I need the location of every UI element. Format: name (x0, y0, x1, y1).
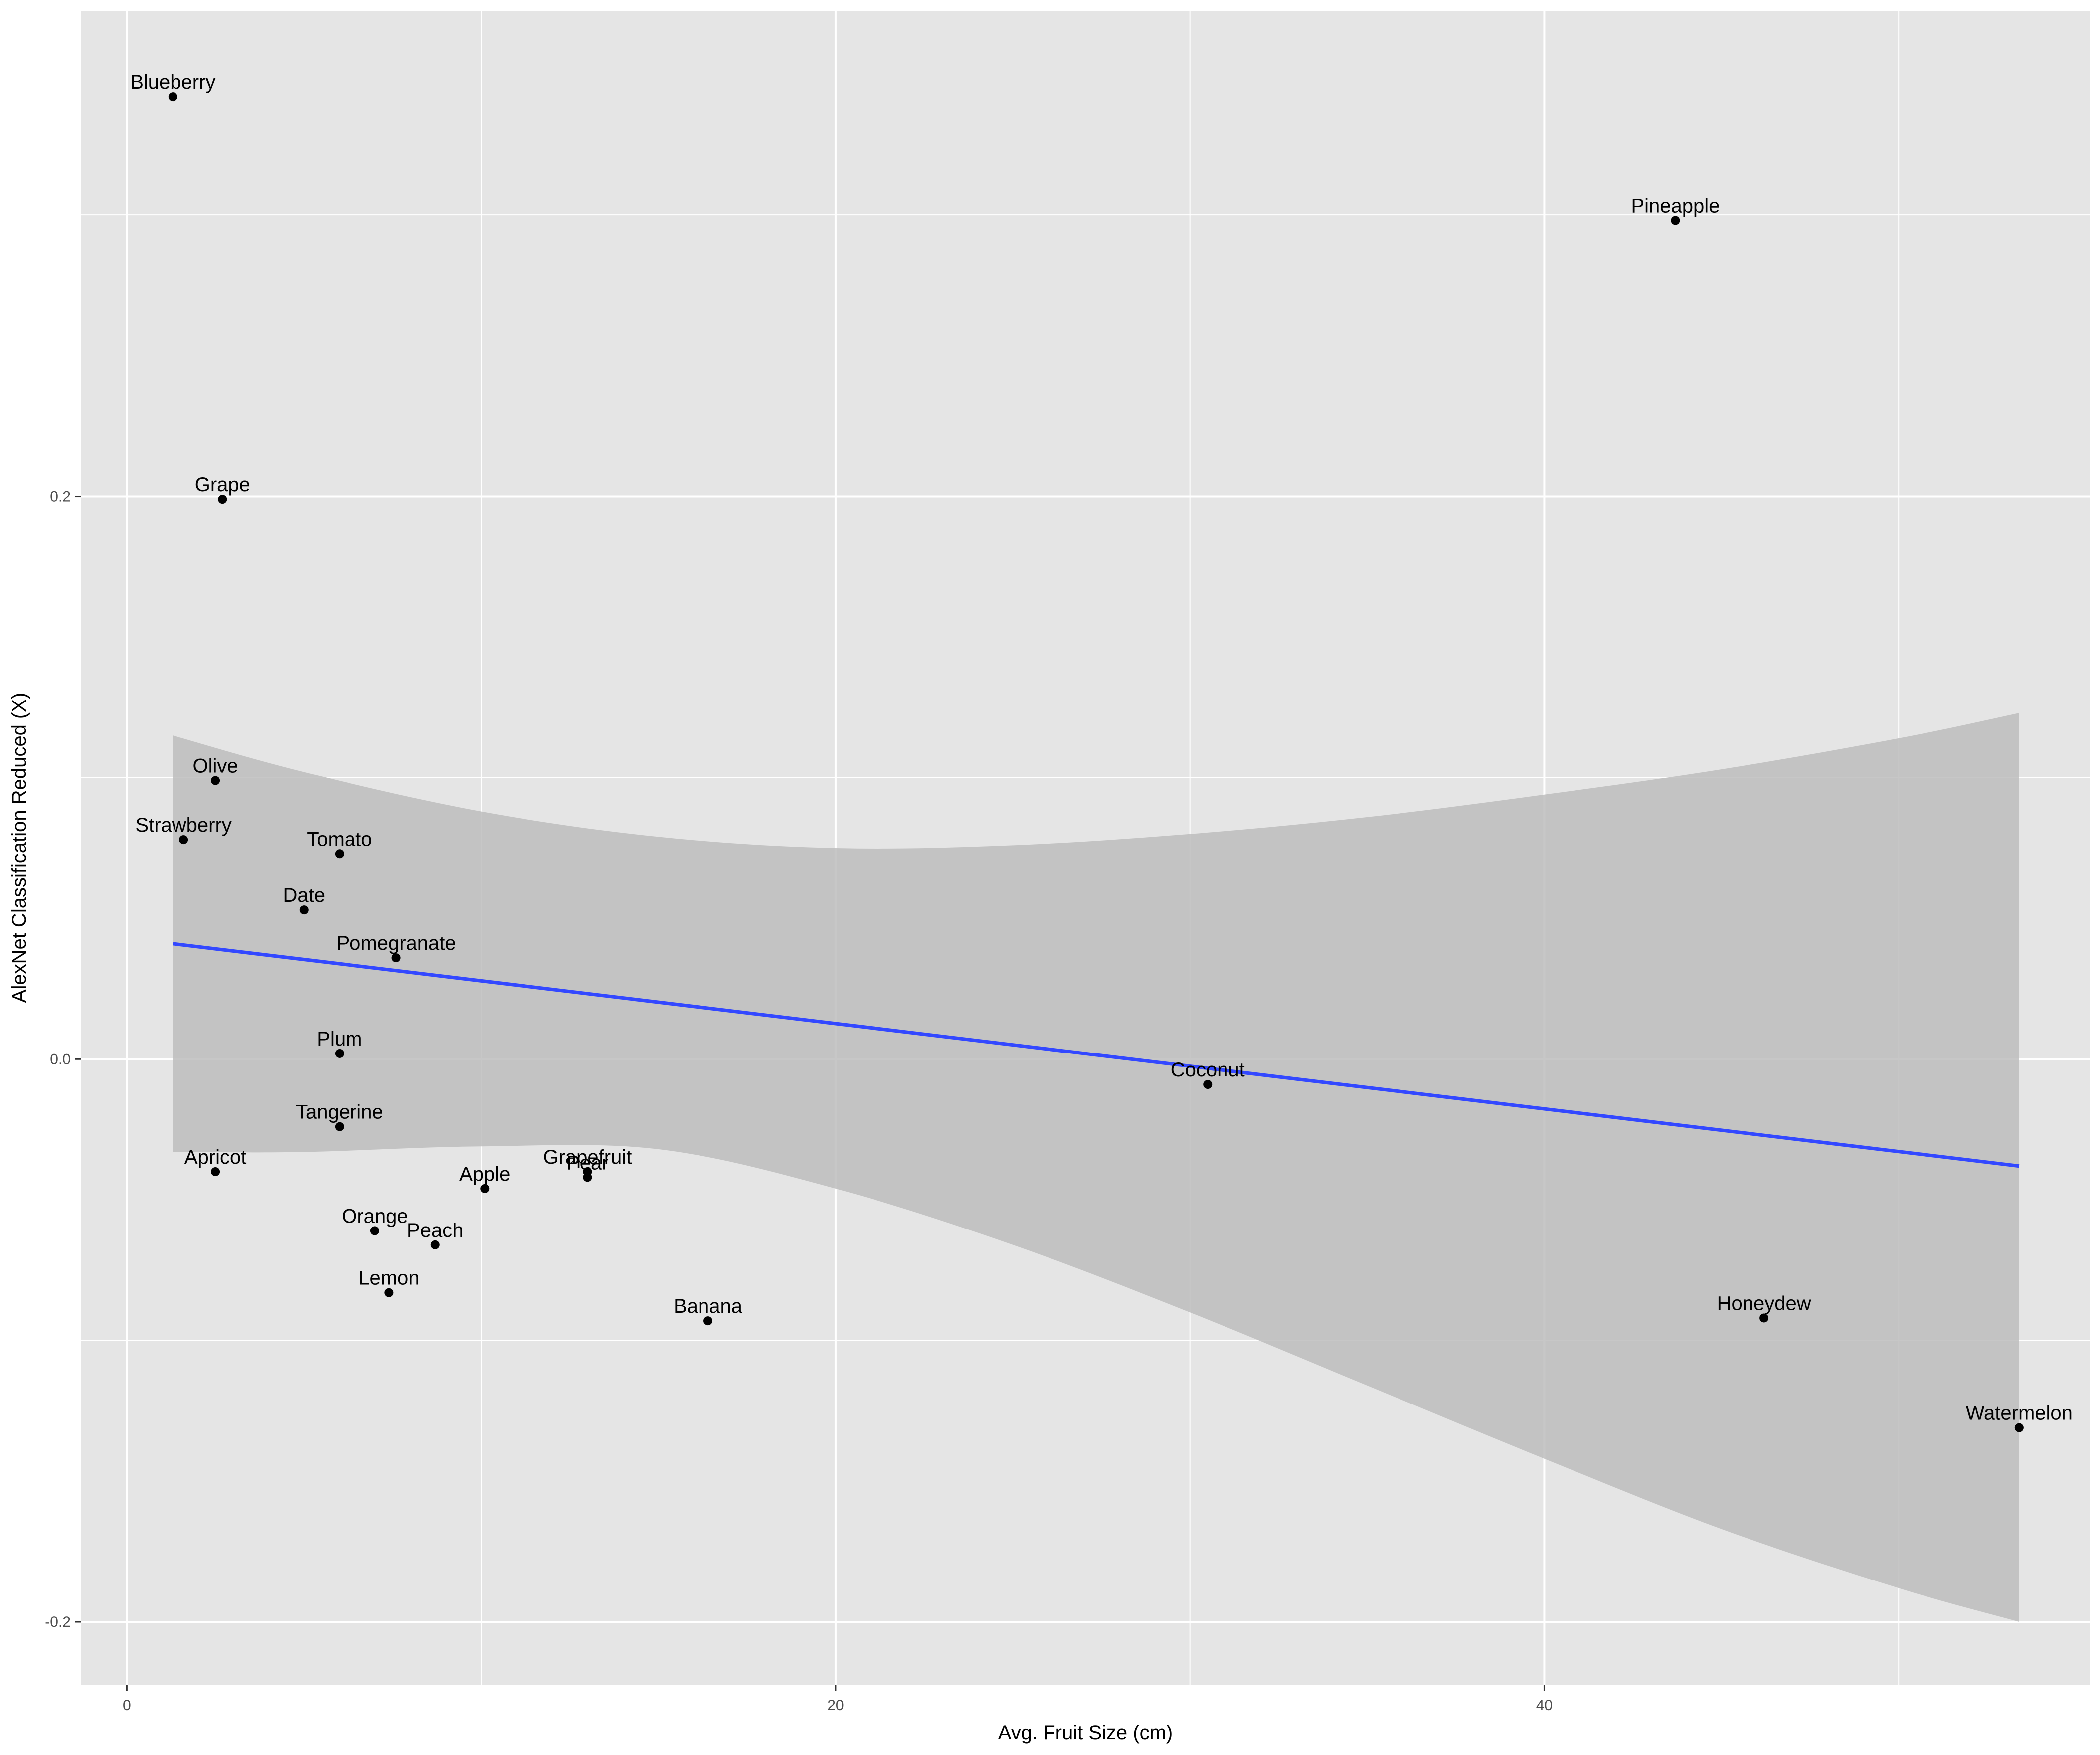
x-tick-label: 40 (1536, 1697, 1553, 1714)
y-axis-title: AlexNet Classification Reduced (X) (8, 693, 30, 1003)
point-lemon (384, 1288, 394, 1297)
data-points (168, 92, 2024, 1432)
x-axis-title: Avg. Fruit Size (cm) (998, 1722, 1173, 1744)
point-coconut (1203, 1080, 1213, 1089)
label-honeydew: Honeydew (1717, 1292, 1811, 1314)
point-strawberry (179, 835, 188, 845)
point-tomato (335, 849, 344, 859)
label-grapefruit: Grapefruit (543, 1146, 632, 1168)
point-apple (480, 1184, 490, 1193)
label-pineapple: Pineapple (1631, 195, 1720, 217)
point-watermelon (2014, 1423, 2024, 1432)
regression-line (173, 942, 2020, 1168)
label-strawberry: Strawberry (135, 814, 231, 836)
label-banana: Banana (674, 1295, 743, 1317)
point-pomegranate (391, 953, 401, 963)
label-peach: Peach (407, 1220, 463, 1241)
point-apricot (211, 1167, 220, 1177)
point-date (299, 905, 309, 915)
label-apple: Apple (459, 1163, 510, 1185)
point-honeydew (1759, 1313, 1769, 1323)
label-pear: Pear (566, 1152, 609, 1174)
label-tomato: Tomato (307, 828, 372, 850)
label-coconut: Coconut (1171, 1059, 1245, 1081)
confidence-band (173, 713, 2019, 1622)
y-tick-label: 0.2 (50, 489, 71, 505)
label-lemon: Lemon (358, 1267, 419, 1289)
point-banana (703, 1316, 713, 1326)
point-olive (211, 776, 220, 785)
point-labels: Blueberry Pineapple Grape Olive Strawberry To… (130, 71, 2073, 1424)
point-pineapple (1671, 216, 1680, 225)
label-orange: Orange (342, 1206, 408, 1228)
label-pomegranate: Pomegranate (336, 932, 456, 954)
point-peach (430, 1240, 440, 1249)
label-grape: Grape (195, 474, 250, 496)
label-olive: Olive (193, 755, 238, 777)
x-tick-label: 0 (123, 1697, 131, 1714)
x-tick-label: 20 (827, 1697, 844, 1714)
point-plum (335, 1049, 344, 1058)
x-axis-ticks: 0 20 40 (123, 1685, 1553, 1714)
point-orange (370, 1226, 379, 1235)
point-blueberry (168, 92, 177, 102)
label-date: Date (283, 884, 326, 906)
y-tick-label: -0.2 (45, 1614, 71, 1630)
label-blueberry: Blueberry (130, 71, 215, 93)
label-tangerine: Tangerine (296, 1101, 383, 1123)
label-apricot: Apricot (184, 1146, 247, 1168)
point-pear (583, 1173, 592, 1182)
label-watermelon: Watermelon (1966, 1403, 2073, 1424)
label-plum: Plum (317, 1028, 362, 1050)
point-tangerine (335, 1122, 344, 1131)
y-axis-ticks: -0.2 0.0 0.2 (45, 489, 81, 1630)
point-grape (218, 495, 227, 504)
y-tick-label: 0.0 (50, 1051, 71, 1067)
